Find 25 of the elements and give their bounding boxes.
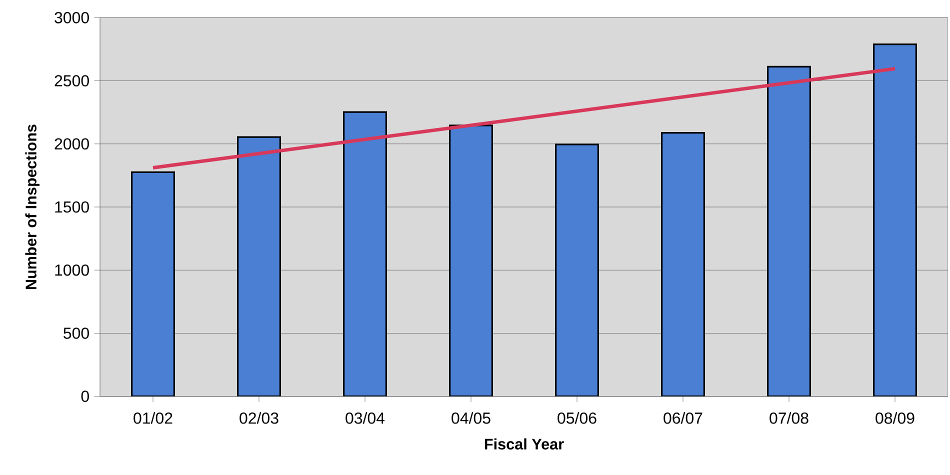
bar bbox=[555, 144, 599, 396]
x-tick-label: 08/09 bbox=[876, 412, 914, 424]
y-tick-label: 0 bbox=[81, 390, 89, 402]
x-tick-label: 05/06 bbox=[558, 412, 596, 424]
bar bbox=[661, 132, 705, 396]
y-tick-label: 3000 bbox=[54, 12, 89, 24]
x-tick-label: 02/03 bbox=[240, 412, 278, 424]
x-tick-label: 06/07 bbox=[664, 412, 702, 424]
y-tick-label: 1000 bbox=[55, 264, 89, 276]
bar bbox=[449, 124, 493, 396]
x-tick-label: 04/05 bbox=[452, 412, 490, 424]
bar bbox=[873, 44, 918, 396]
y-tick-label: 2500 bbox=[54, 75, 89, 86]
y-tick-label: 2000 bbox=[54, 138, 89, 150]
x-axis-title: Fiscal Year bbox=[484, 438, 564, 450]
bar bbox=[343, 111, 387, 396]
x-tick-label: 01/02 bbox=[134, 412, 172, 424]
bar bbox=[237, 136, 281, 396]
y-axis-title: Number of Inspections bbox=[25, 124, 40, 290]
bar bbox=[767, 66, 811, 396]
bar bbox=[131, 171, 175, 396]
y-tick-label: 500 bbox=[64, 328, 89, 339]
x-tick-label: 03/04 bbox=[346, 412, 385, 424]
x-tick-label: 07/08 bbox=[770, 412, 808, 424]
y-tick-label: 1500 bbox=[55, 201, 89, 213]
